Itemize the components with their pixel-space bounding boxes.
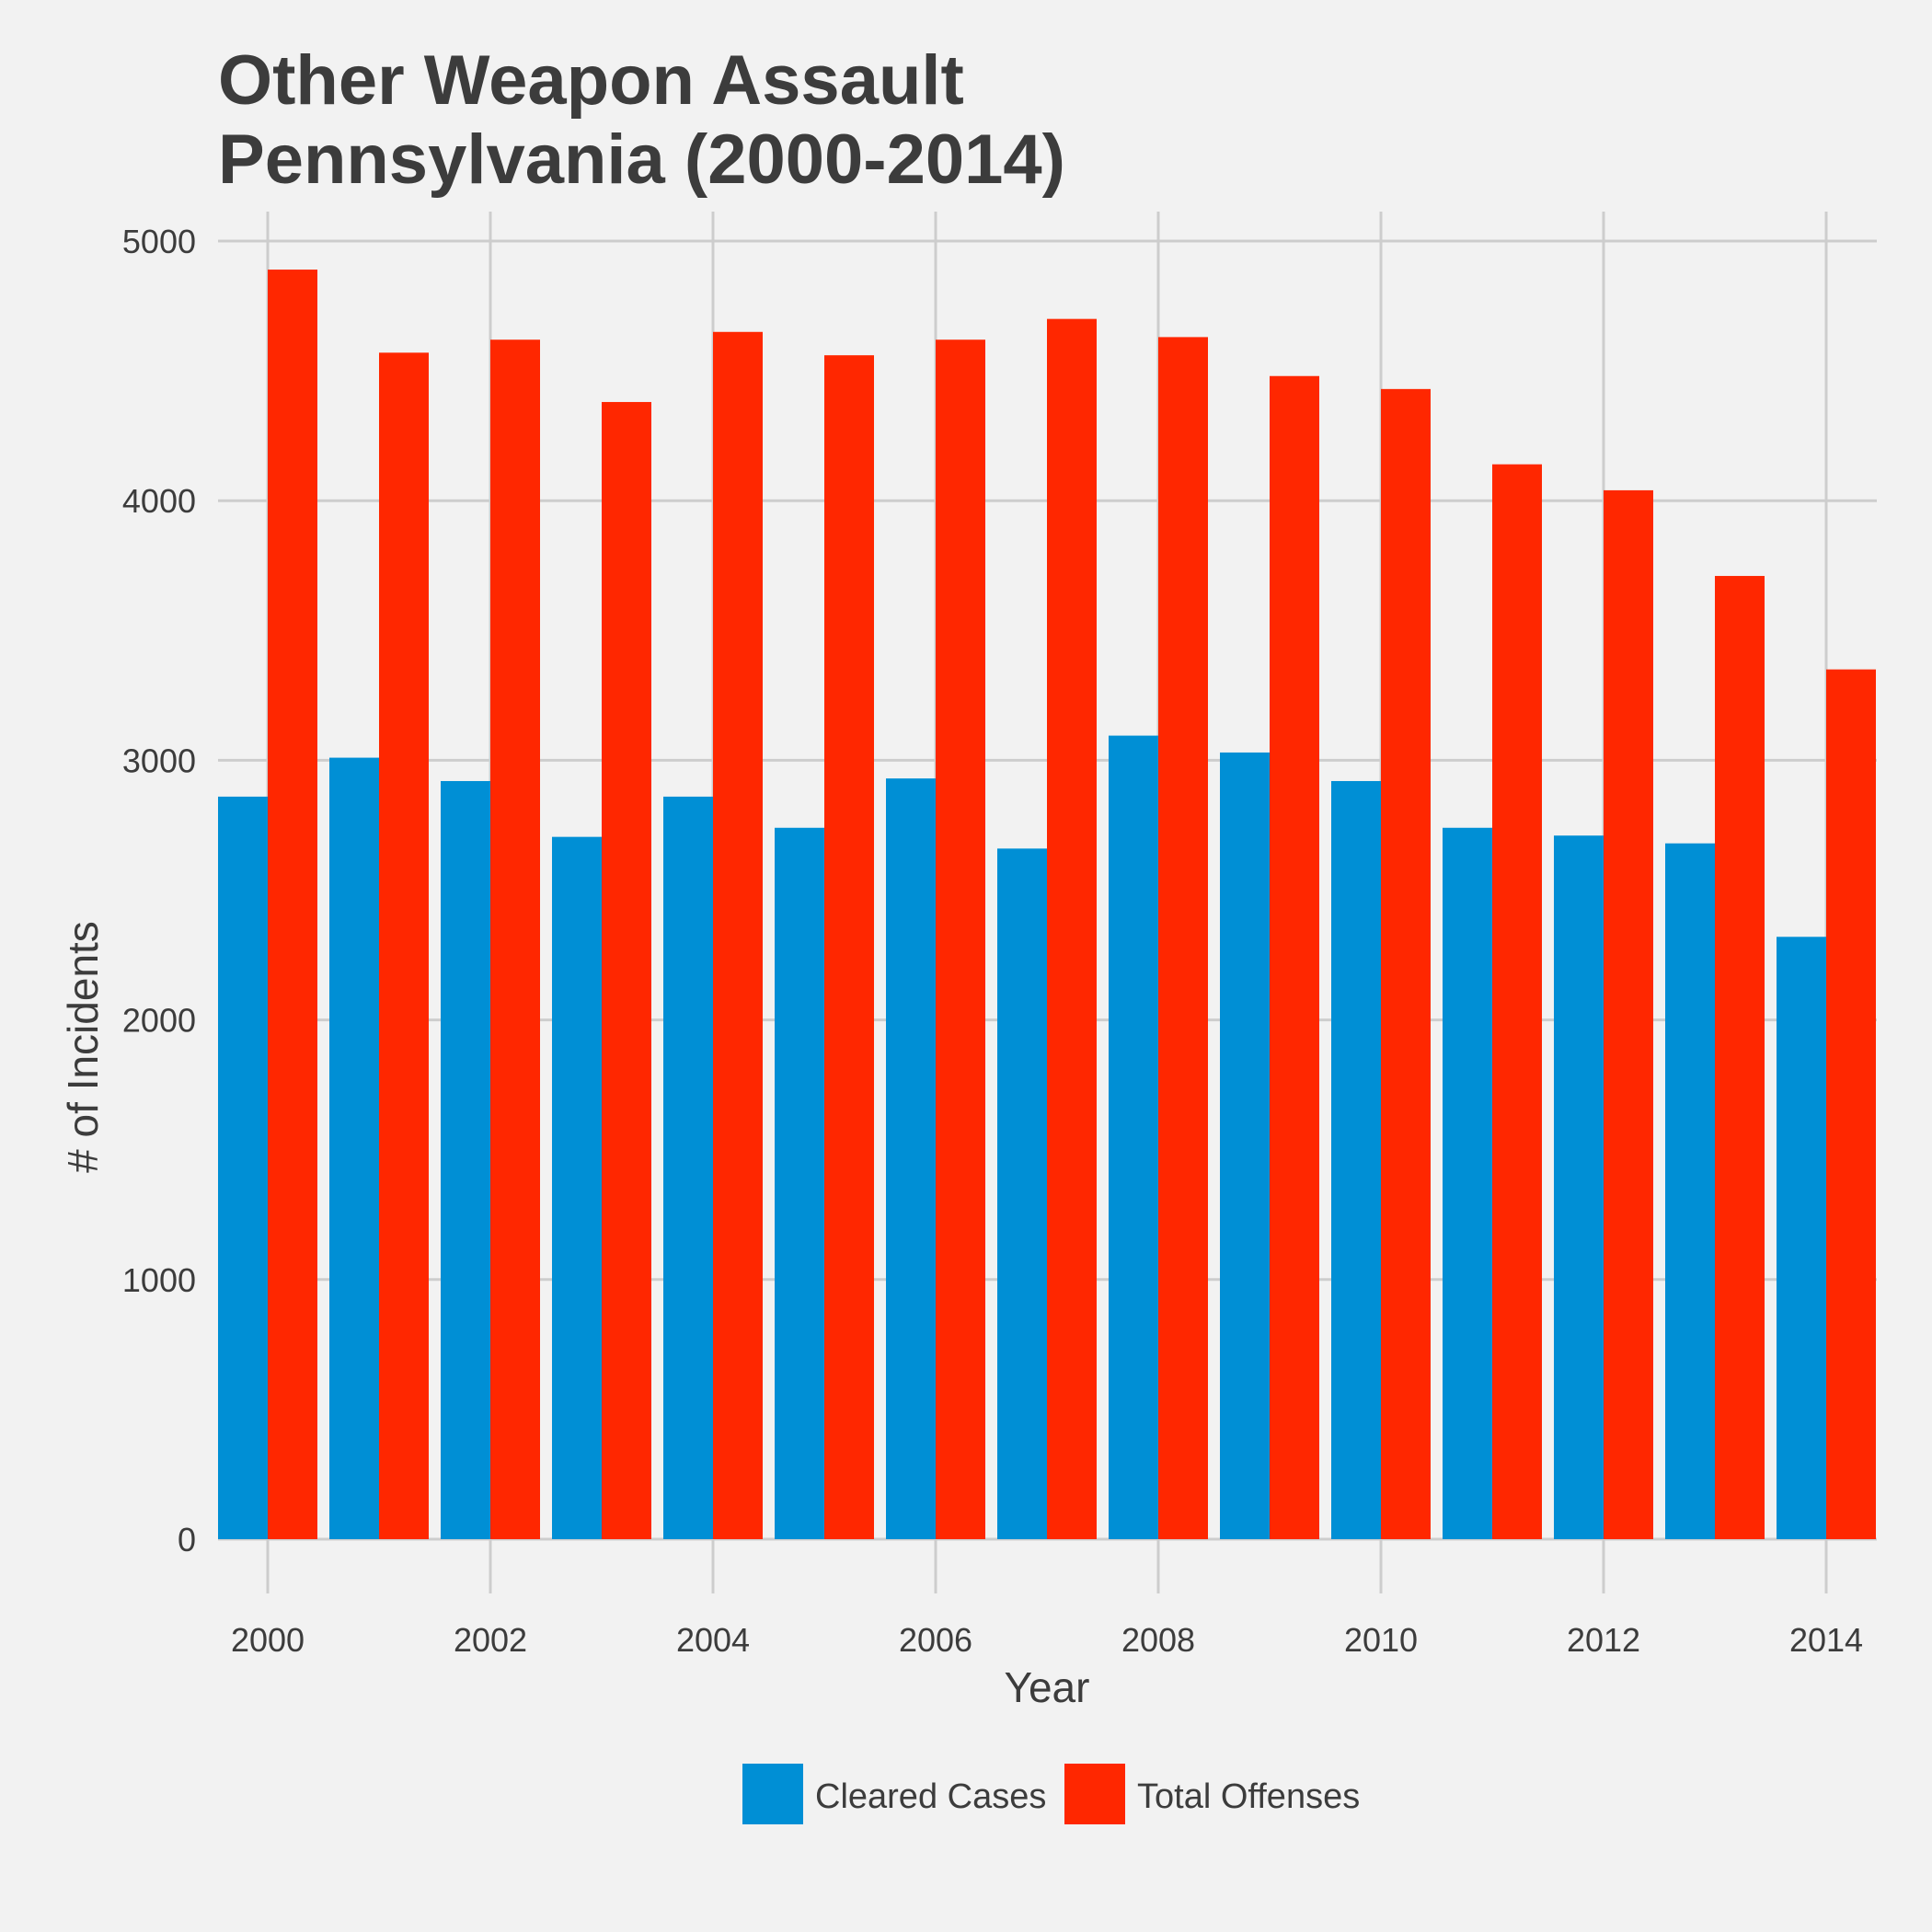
y-tick-label: 5000 [122, 223, 196, 260]
legend-label-cleared-cases: Cleared Cases [815, 1777, 1046, 1816]
chart-title-line-2: Pennsylvania (2000-2014) [218, 121, 1065, 199]
bar-total-offenses-2008 [1158, 337, 1208, 1539]
bar-cleared-cases-2009 [1220, 752, 1270, 1539]
bar-cleared-cases-2003 [552, 836, 602, 1539]
bar-total-offenses-2004 [713, 331, 763, 1539]
x-tick-label: 2002 [454, 1621, 527, 1659]
bar-total-offenses-2012 [1604, 489, 1653, 1539]
x-tick-label: 2010 [1344, 1621, 1418, 1659]
bar-total-offenses-2001 [379, 352, 429, 1540]
bar-cleared-cases-2008 [1109, 735, 1158, 1539]
chart-title-line-1: Other Weapon Assault [218, 41, 964, 120]
bar-cleared-cases-2013 [1665, 843, 1715, 1539]
bar-cleared-cases-2007 [997, 848, 1047, 1539]
legend-swatch-cleared-cases [742, 1764, 803, 1824]
bar-total-offenses-2007 [1047, 318, 1097, 1539]
y-tick-label: 0 [178, 1521, 196, 1558]
x-tick-label: 2006 [899, 1621, 972, 1659]
bar-cleared-cases-2012 [1554, 835, 1604, 1539]
legend: Cleared Cases Total Offenses [742, 1764, 1360, 1824]
bar-cleared-cases-2011 [1443, 827, 1492, 1539]
bar-cleared-cases-2001 [329, 757, 379, 1539]
y-axis-ticks: 0 1000 2000 3000 4000 5000 [122, 223, 196, 1558]
legend-label-total-offenses: Total Offenses [1137, 1777, 1360, 1816]
x-tick-label: 2000 [231, 1621, 305, 1659]
bar-cleared-cases-2006 [886, 778, 936, 1539]
x-axis-ticks: 2000 2002 2004 2006 2008 2010 2012 2014 [231, 1621, 1863, 1659]
bar-total-offenses-2010 [1381, 388, 1431, 1539]
bar-total-offenses-2003 [602, 401, 651, 1539]
bar-total-offenses-2013 [1715, 576, 1765, 1539]
bar-cleared-cases-2014 [1777, 937, 1826, 1539]
bar-cleared-cases-2005 [775, 827, 824, 1539]
x-tick-label: 2014 [1789, 1621, 1863, 1659]
y-tick-label: 3000 [122, 742, 196, 779]
bar-total-offenses-2011 [1492, 464, 1542, 1539]
bar-cleared-cases-2004 [663, 796, 713, 1539]
y-tick-label: 4000 [122, 482, 196, 520]
y-tick-label: 2000 [122, 1002, 196, 1040]
x-tick-label: 2008 [1121, 1621, 1195, 1659]
x-tick-label: 2012 [1567, 1621, 1640, 1659]
bar-cleared-cases-2000 [218, 796, 268, 1539]
legend-swatch-total-offenses [1064, 1764, 1125, 1824]
bar-total-offenses-2014 [1826, 669, 1876, 1539]
bar-total-offenses-2006 [936, 339, 985, 1540]
bar-cleared-cases-2010 [1331, 780, 1381, 1539]
bar-total-offenses-2005 [824, 355, 874, 1540]
y-axis-label: # of Incidents [59, 921, 107, 1173]
x-tick-label: 2004 [676, 1621, 750, 1659]
bar-total-offenses-2009 [1270, 375, 1319, 1539]
bars [218, 270, 1876, 1540]
x-axis-label: Year [1005, 1663, 1090, 1711]
y-tick-label: 1000 [122, 1261, 196, 1299]
bar-cleared-cases-2002 [441, 780, 490, 1539]
bar-total-offenses-2000 [268, 270, 317, 1539]
bar-total-offenses-2002 [490, 339, 540, 1540]
